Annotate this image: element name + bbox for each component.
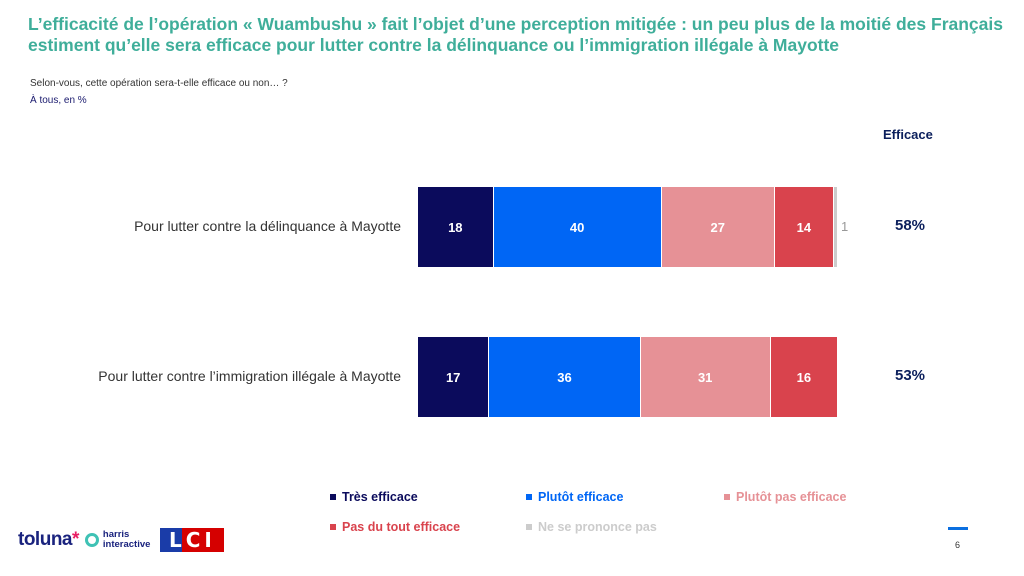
legend-swatch [724, 494, 730, 500]
bar-segment [833, 187, 838, 267]
efficace-value: 58% [895, 217, 926, 234]
efficace-column-header: Efficace [883, 127, 933, 142]
lci-logo: LCI [160, 528, 225, 552]
row-label: Pour lutter contre la délinquance à Mayo… [134, 218, 401, 234]
legend-label: Ne se prononce pas [538, 520, 657, 534]
footer-logos: toluna* harris interactive LCI [18, 528, 225, 552]
legend-label: Plutôt pas efficace [736, 490, 847, 504]
page-number: 6 [955, 540, 961, 550]
legend-swatch [330, 524, 336, 530]
toluna-star-icon: * [72, 529, 79, 550]
bar-segment: 40 [493, 187, 662, 267]
bar-segment: 16 [770, 337, 838, 417]
bar-segment: 31 [640, 337, 771, 417]
harris-interactive-logo: harris interactive [84, 529, 151, 550]
toluna-logo: toluna* [18, 529, 79, 551]
harris-logo-line2: interactive [102, 539, 151, 550]
page-accent-dash [948, 527, 968, 530]
legend-item: Pas du tout efficace [330, 520, 460, 534]
bar-segment: 18 [418, 187, 494, 267]
legend-item: Plutôt pas efficace [724, 490, 846, 504]
legend-item: Très efficace [330, 490, 418, 504]
lci-logo-accent [160, 528, 183, 552]
harris-ring-icon [84, 533, 99, 547]
lci-logo-text: LCI [169, 528, 216, 552]
bar-segment: 14 [775, 187, 834, 267]
legend-label: Pas du tout efficace [342, 520, 461, 534]
legend-swatch [330, 494, 336, 500]
bar-outside-value: 1 [841, 219, 849, 234]
legend-swatch [526, 524, 532, 530]
toluna-logo-text: toluna [18, 529, 73, 550]
bar-segment: 27 [661, 187, 775, 267]
slide-title: L’efficacité de l’opération « Wuambushu … [28, 14, 1003, 55]
legend-label: Très efficace [342, 490, 418, 504]
bar-segment: 17 [418, 337, 490, 417]
row-label: Pour lutter contre l’immigration illégal… [98, 368, 401, 384]
efficace-value: 53% [895, 367, 926, 384]
legend-item: Plutôt efficace [526, 490, 623, 504]
legend-label: Plutôt efficace [538, 490, 624, 504]
legend-swatch [526, 494, 532, 500]
survey-base: À tous, en % [30, 95, 87, 106]
bar-segment: 36 [489, 337, 641, 417]
legend-item: Ne se prononce pas [526, 520, 657, 534]
harris-logo-line1: harris [102, 529, 130, 540]
survey-question: Selon-vous, cette opération sera-t-elle … [30, 78, 288, 89]
